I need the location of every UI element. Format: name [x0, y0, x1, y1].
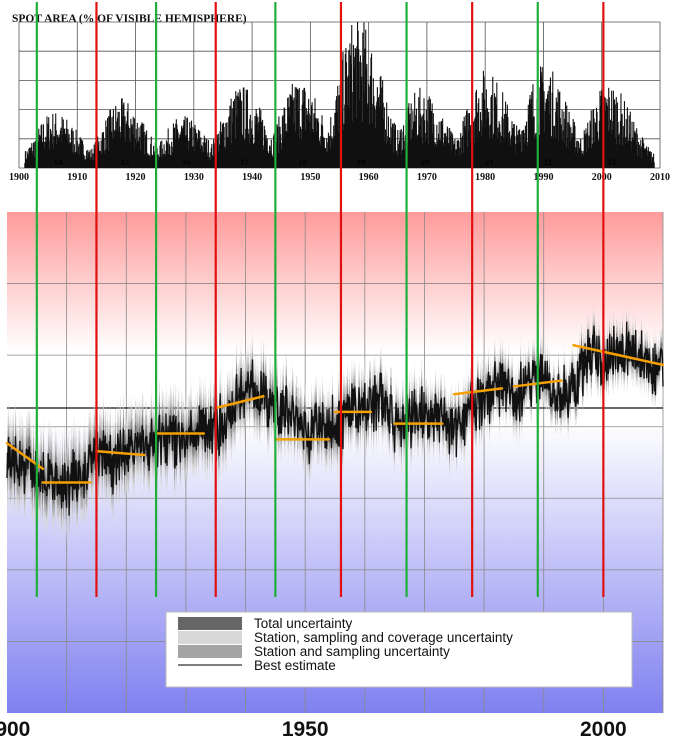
sunspot-cycle-label: 16 [182, 157, 191, 167]
best-estimate-line [6, 321, 664, 516]
sunspot-x-tick-label: 1960 [359, 172, 379, 183]
sunspot-cycle-label: 15 [121, 157, 130, 167]
sunspot-cycle-label: 21 [485, 157, 494, 167]
sunspot-bars [24, 22, 655, 168]
sunspot-cycle-label: 23 [607, 157, 616, 167]
sunspot-x-tick-label: 1930 [184, 172, 204, 183]
legend-entry-label: Station, sampling and coverage uncertain… [254, 630, 513, 645]
legend-swatch [178, 631, 242, 644]
legend-swatch [178, 645, 242, 658]
legend-entry-label: Total uncertainty [254, 616, 353, 631]
sunspot-x-tick-label: 2010 [650, 172, 670, 183]
temperature-x-tick-label: 1900 [0, 718, 30, 741]
sunspot-x-ticks: 1900 1910 1920 1930 1940 1950 1960 1970 1980 1990… [9, 172, 670, 183]
sunspot-x-tick-label: 1950 [300, 172, 320, 183]
sunspot-x-tick-label: 1990 [533, 172, 553, 183]
legend-entry-label: Station and sampling uncertainty [254, 644, 450, 659]
sunspot-cycle-label: 20 [421, 157, 430, 167]
sunspot-x-tick-label: 1970 [417, 172, 437, 183]
sunspot-x-tick-label: 1900 [9, 172, 29, 183]
solar-cycle-markers [35, 2, 605, 597]
legend-swatch [178, 617, 242, 630]
cycle-trend-segment [214, 394, 265, 410]
sunspot-cycle-label: 18 [299, 157, 308, 167]
cycle-trend-segments [5, 344, 665, 484]
sunspot-chart: SPOT AREA (% OF VISIBLE HEMISPHERE) 14 15… [9, 13, 670, 183]
temperature-x-tick-label: 2000 [580, 718, 627, 741]
sunspot-cycle-label: 19 [357, 157, 366, 167]
sampling-uncertainty-band [7, 308, 663, 540]
sunspot-cycle-label: 14 [54, 157, 63, 167]
sunspot-x-tick-label: 1980 [475, 172, 495, 183]
cycle-trend-segment [572, 344, 665, 367]
sunspot-cycle-label: 22 [543, 157, 552, 167]
sunspot-cycle-label: 17 [240, 157, 249, 167]
sunspot-x-tick-label: 1920 [126, 172, 146, 183]
temperature-x-tick-label: 1950 [282, 718, 329, 741]
cycle-trend-segment [95, 449, 146, 457]
temperature-x-ticks: 1900 1950 2000 [0, 718, 627, 741]
total-uncertainty-band [7, 314, 663, 529]
sunspot-x-tick-label: 1940 [242, 172, 262, 183]
legend-box [165, 611, 633, 688]
sunspot-chart-title: SPOT AREA (% OF VISIBLE HEMISPHERE) [12, 13, 247, 25]
sunspot-cycle-labels: 14 15 16 17 18 19 20 21 22 23 [54, 157, 616, 167]
sunspot-x-tick-label: 2000 [592, 172, 612, 183]
legend-entry-label: Best estimate [254, 658, 336, 673]
cycle-trend-segment [453, 387, 504, 396]
sunspot-x-tick-label: 1910 [67, 172, 87, 183]
